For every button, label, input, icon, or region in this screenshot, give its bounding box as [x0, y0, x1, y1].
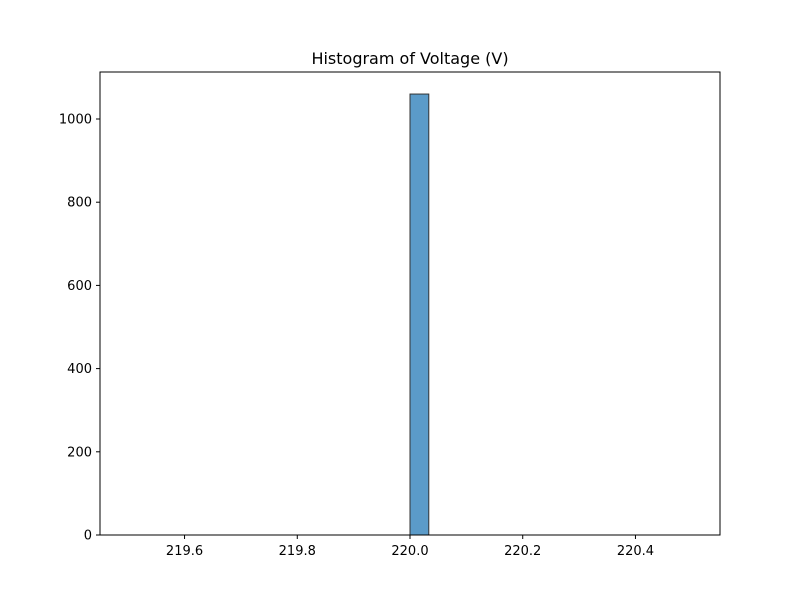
x-tick-label: 220.4	[617, 544, 654, 559]
x-tick-label: 219.8	[279, 544, 316, 559]
x-axis-ticks: 219.6 219.8 220.0 220.2 220.4	[166, 535, 654, 559]
histogram-bar	[409, 93, 430, 536]
histogram-bars	[409, 93, 430, 536]
x-tick-label: 220.0	[391, 544, 428, 559]
y-tick-label: 1000	[59, 113, 92, 128]
y-tick-label: 200	[67, 445, 92, 460]
y-tick-label: 800	[67, 196, 92, 211]
plot-frame	[99, 71, 721, 536]
x-tick-label: 219.6	[166, 544, 203, 559]
y-tick-label: 400	[67, 362, 92, 377]
y-axis-ticks: 0 200 400 600 800 1000	[59, 113, 100, 544]
chart-title: Histogram of Voltage (V)	[311, 49, 508, 68]
x-tick-label: 220.2	[504, 544, 541, 559]
y-tick-label: 600	[67, 279, 92, 294]
y-tick-label: 0	[84, 529, 92, 544]
